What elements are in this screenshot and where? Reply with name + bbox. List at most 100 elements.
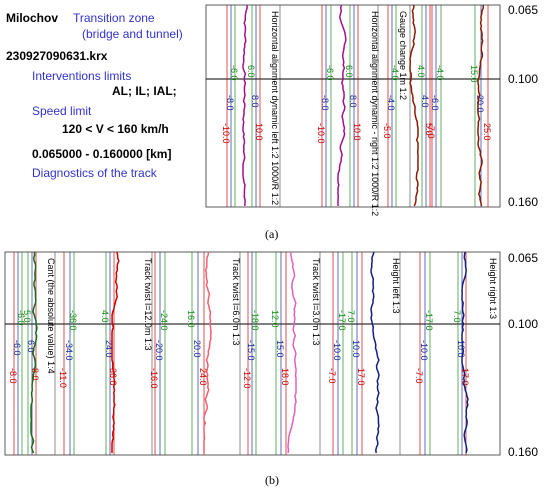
channel-b-0-limit-label-left: -6.0 xyxy=(16,310,26,326)
channel-a-3-limit-label-right: 20.0 xyxy=(475,95,485,113)
caption-b: (b) xyxy=(265,473,279,487)
channel-b-4-limit-label-right: 7.0 xyxy=(346,310,356,323)
file-name: 230927090631.krx xyxy=(6,49,108,63)
channel-b-5-trace xyxy=(461,251,469,454)
channel-b-3-limit-label-right: 12.0 xyxy=(270,310,280,328)
channel-b-2-limit-label-right: 20.0 xyxy=(192,340,202,358)
channel-a-3-limit-label-left: -4.0 xyxy=(435,65,445,81)
channel-b-4-limit-label-right: 10.0 xyxy=(351,340,361,358)
channel-a-0-limit-label-right: 8.0 xyxy=(250,95,260,108)
channel-a-3-limit-label-left: -7.0 xyxy=(426,123,436,139)
channel-b-0-limit-label-right: 8.0 xyxy=(30,368,40,381)
channel-b-1-limit-label-left: -36.0 xyxy=(68,310,78,331)
speed-range: 120 < V < 160 km/h xyxy=(62,122,169,136)
location-name: Milochov xyxy=(6,11,59,25)
channel-b-0-limit-label-left: -6.0 xyxy=(12,340,22,356)
channel-a-0-label: Horizontal alignment dynamic left 1:2 10… xyxy=(270,11,280,205)
channel-b-1-limit-label-left: -11.0 xyxy=(58,368,68,388)
caption-a: (a) xyxy=(265,227,279,241)
speed-heading: Speed limit xyxy=(32,104,92,118)
channel-a-3-trace xyxy=(477,5,484,207)
channel-a-1-limit-label-left: -10.0 xyxy=(316,123,326,144)
channel-a-1-limit-label-right: 10.0 xyxy=(352,123,362,141)
channel-a-0-limit-label-right: 10.0 xyxy=(254,123,264,141)
panel-a-y-tick-label: 0.160 xyxy=(508,195,538,209)
channel-b-2-limit-label-left: -24.0 xyxy=(159,310,169,331)
channel-a-0-limit-label-left: -10.0 xyxy=(221,123,231,144)
channel-a-2-limit-label-left: -5.0 xyxy=(382,123,392,139)
channel-b-1-limit-label-right: 36.0 xyxy=(108,368,118,386)
channel-a-1-limit-label-right: 6.0 xyxy=(344,65,354,78)
panel-a-frame xyxy=(205,4,501,208)
channel-b-1-limit-label-right: 4.0 xyxy=(100,310,110,323)
channel-b-1-limit-label-left: -34.0 xyxy=(64,340,74,361)
channel-a-2-limit-label-left: -4.0 xyxy=(390,65,400,81)
channel-a-2-limit-label-right: 5.0 xyxy=(424,123,434,136)
limits-heading: Interventions limits xyxy=(32,69,132,83)
channel-b-2-limit-label-left: -20.0 xyxy=(154,340,164,361)
channel-b-2-limit-label-left: -16.0 xyxy=(149,368,159,389)
channel-a-3-limit-label-right: 15.0 xyxy=(469,65,479,83)
zone-label-line2: (bridge and tunnel) xyxy=(82,27,183,41)
channel-b-3-limit-label-left: -15.0 xyxy=(246,340,256,361)
panel-b-frame xyxy=(4,251,501,456)
channel-a-3-limit-label-left: -6.0 xyxy=(430,95,440,111)
channel-a-2-trace xyxy=(409,4,419,207)
channel-b-2-label: Track twist l=6.0m 1:3 xyxy=(231,258,241,345)
channel-a-2-limit-label-left: -4.0 xyxy=(386,95,396,111)
channel-b-2-trace xyxy=(203,251,212,453)
channel-b-5-limit-label-left: -17.0 xyxy=(424,310,434,331)
channel-b-4-limit-label-right: 17.0 xyxy=(356,368,366,386)
channel-b-0-limit-label-right: 5.0 xyxy=(22,310,32,323)
channel-a-3-limit-label-right: 25.0 xyxy=(482,123,492,141)
channel-a-1-trace xyxy=(337,4,347,206)
channel-b-4-trace xyxy=(370,251,380,454)
panel-b-y-tick-label: 0.065 xyxy=(508,251,538,265)
panel-b-y-tick-label: 0.100 xyxy=(508,317,538,331)
channel-b-5-limit-label-right: 10.0 xyxy=(456,340,466,358)
channel-b-1-label: Track twist l=12.0m 1:3 xyxy=(143,258,153,350)
channel-b-4-limit-label-left: -10.0 xyxy=(332,340,342,361)
panel-a-y-tick-label: 0.100 xyxy=(508,72,538,86)
channel-a-2-limit-label-right: 4.0 xyxy=(420,95,430,108)
channel-b-1-trace xyxy=(111,251,120,453)
channel-a-0-trace xyxy=(242,4,248,207)
channel-b-0-limit-label-right: 6.0 xyxy=(26,340,36,353)
diagnostics-label: Diagnostics of the track xyxy=(32,166,157,180)
track-info-panel: Milochov Transition zone (bridge and tun… xyxy=(0,0,206,212)
km-range: 0.065000 - 0.160000 [km] xyxy=(32,147,172,161)
channel-b-0-limit-label-left: -8.0 xyxy=(8,368,18,384)
channel-b-3-trace xyxy=(287,251,297,454)
zone-label-line1: Transition zone xyxy=(73,11,155,25)
channel-a-1-limit-label-left: -8.0 xyxy=(320,95,330,111)
channel-a-0-limit-label-left: -8.0 xyxy=(225,95,235,111)
channel-b-5-label: Height right 1:3 xyxy=(488,258,498,319)
channel-b-5-limit-label-left: -7.0 xyxy=(414,368,424,384)
channel-b-5-limit-label-left: -10.0 xyxy=(419,340,429,361)
channel-a-1-limit-label-right: 8.0 xyxy=(348,95,358,108)
channel-a-0-limit-label-right: 6.0 xyxy=(246,65,256,78)
channel-b-2-limit-label-right: 16.0 xyxy=(186,310,196,328)
limits-values: AL; IL; IAL; xyxy=(112,84,177,98)
channel-a-0-limit-label-left: -6.0 xyxy=(229,65,239,81)
channel-b-5-limit-label-right: 17.0 xyxy=(460,368,470,386)
panel-b-y-tick-label: 0.160 xyxy=(508,445,538,459)
channel-b-5-limit-label-right: 7.0 xyxy=(452,310,462,323)
channel-b-4-label: Height left 1:3 xyxy=(391,258,401,314)
channel-b-1-limit-label-right: 24.0 xyxy=(104,340,114,358)
channel-b-3-limit-label-left: -12.0 xyxy=(242,368,252,389)
channel-a-2-label: Gauge change 1m 1:2 xyxy=(398,11,408,100)
panel-a-y-tick-label: 0.065 xyxy=(508,3,538,17)
channel-b-0-trace xyxy=(30,251,38,454)
channel-b-3-label: Track twist l=3.0m 1:3 xyxy=(311,258,321,345)
channel-a-1-label: Horizontal alignment dynamic - right 1:2… xyxy=(370,11,380,216)
channel-a-2-limit-label-right: 4.0 xyxy=(416,65,426,78)
channel-b-2-limit-label-right: 24.0 xyxy=(198,368,208,386)
channel-b-3-limit-label-right: 18.0 xyxy=(280,368,290,386)
channel-b-0-label: Cant (the absolute value) 1:4 xyxy=(46,258,56,374)
channel-b-3-limit-label-left: -18.0 xyxy=(250,310,260,331)
channel-b-4-limit-label-left: -7.0 xyxy=(327,368,337,384)
channel-b-4-limit-label-left: -17.0 xyxy=(337,310,347,331)
channel-a-1-limit-label-left: -6.0 xyxy=(325,65,335,81)
